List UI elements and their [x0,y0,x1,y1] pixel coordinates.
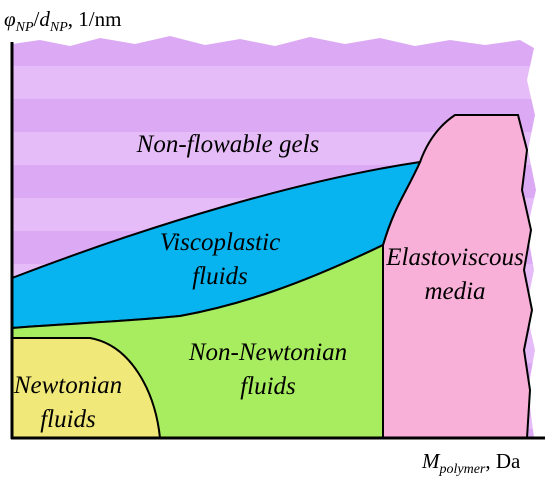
x-axis-label: Mpolymer, Da [421,449,521,477]
viscoplastic-label: Viscoplastic [160,229,280,256]
elastoviscous-label: media [424,278,485,305]
newtonian-label: Newtonian [13,372,122,399]
non-newtonian-label: Non-Newtonian [188,339,347,366]
viscoplastic-label: fluids [192,263,248,290]
y-axis-label: φNP/dNP, 1/nm [4,7,121,35]
gels-label: Non-flowable gels [136,131,320,158]
non-newtonian-label: fluids [240,373,296,400]
elastoviscous-label: Elastoviscous [385,244,524,271]
newtonian-label: fluids [40,406,96,433]
